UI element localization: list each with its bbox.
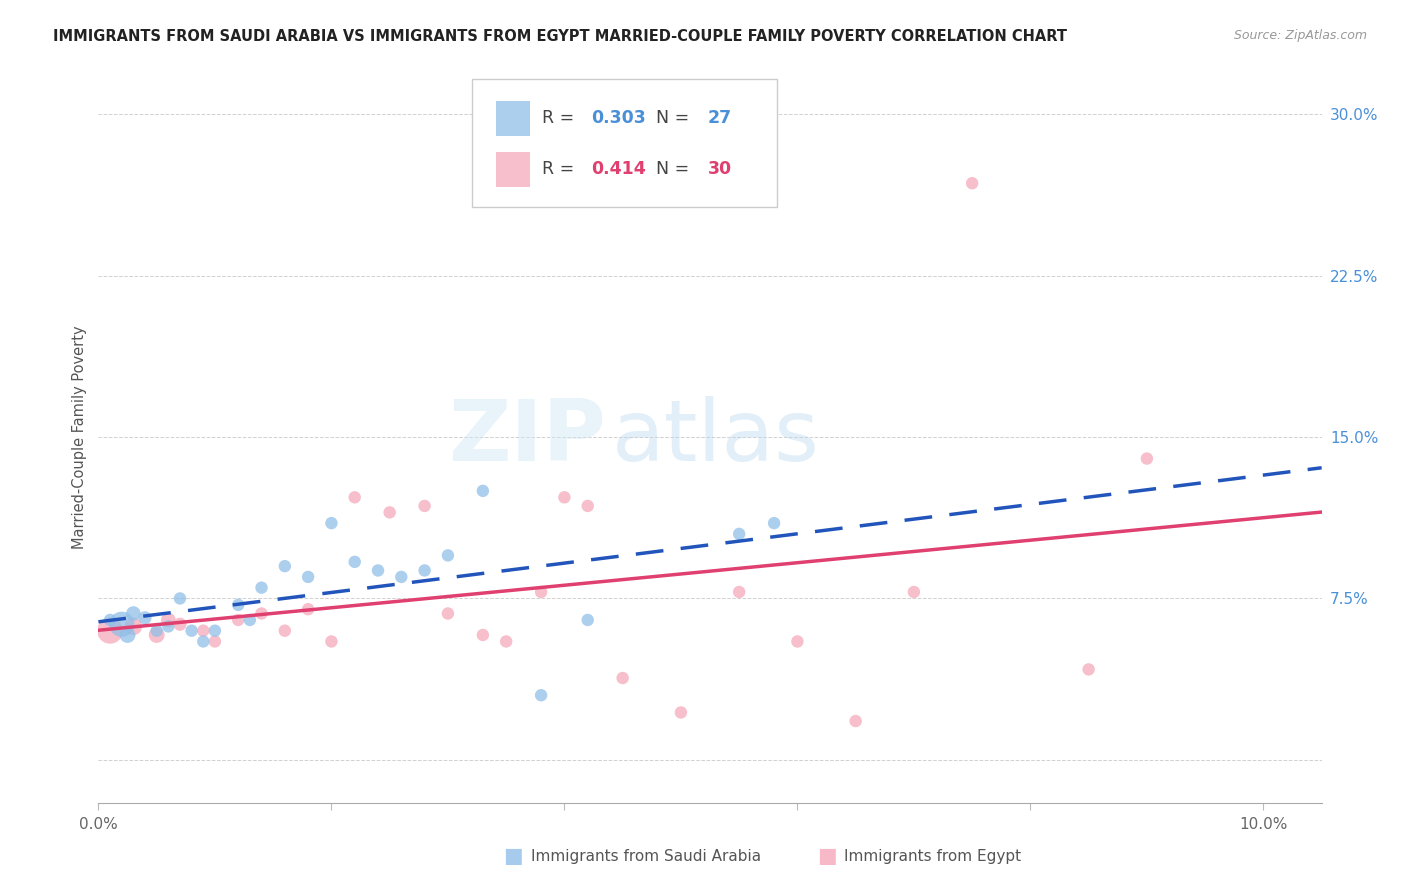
Point	[321, 634, 343, 648]
Text: ■: ■	[503, 847, 523, 866]
Point	[134, 611, 156, 625]
Point	[378, 505, 401, 519]
Point	[98, 624, 121, 638]
Point	[530, 688, 553, 702]
Point	[157, 613, 180, 627]
Point	[226, 613, 249, 627]
Point	[413, 564, 436, 578]
Point	[226, 598, 249, 612]
Point	[204, 624, 226, 638]
Point	[343, 491, 366, 505]
Text: 0.414: 0.414	[592, 161, 647, 178]
Point	[367, 564, 389, 578]
Point	[169, 591, 191, 606]
Point	[193, 634, 215, 648]
Text: 27: 27	[707, 109, 731, 128]
Point	[157, 619, 180, 633]
Point	[239, 613, 262, 627]
Point	[728, 527, 751, 541]
Text: 0.303: 0.303	[592, 109, 647, 128]
Point	[250, 607, 273, 621]
Text: ZIP: ZIP	[449, 395, 606, 479]
Y-axis label: Married-Couple Family Poverty: Married-Couple Family Poverty	[72, 326, 87, 549]
Text: N =: N =	[645, 161, 695, 178]
Point	[576, 499, 599, 513]
Point	[274, 559, 297, 574]
Text: atlas: atlas	[612, 395, 820, 479]
Point	[437, 607, 460, 621]
Text: Source: ZipAtlas.com: Source: ZipAtlas.com	[1233, 29, 1367, 42]
Point	[763, 516, 786, 530]
Point	[389, 570, 412, 584]
Point	[98, 613, 121, 627]
Point	[1077, 662, 1099, 676]
Point	[122, 607, 145, 621]
Point	[180, 624, 202, 638]
Point	[553, 491, 575, 505]
Text: R =: R =	[543, 161, 581, 178]
Point	[903, 585, 925, 599]
Point	[145, 624, 167, 638]
Text: Immigrants from Saudi Arabia: Immigrants from Saudi Arabia	[531, 849, 762, 863]
Point	[530, 585, 553, 599]
Point	[250, 581, 273, 595]
Point	[471, 628, 494, 642]
Point	[786, 634, 808, 648]
Text: 30: 30	[707, 161, 731, 178]
Text: Immigrants from Egypt: Immigrants from Egypt	[844, 849, 1021, 863]
Point	[471, 483, 494, 498]
Point	[1136, 451, 1159, 466]
Text: R =: R =	[543, 109, 581, 128]
Point	[274, 624, 297, 638]
Point	[437, 549, 460, 563]
Point	[145, 628, 167, 642]
Point	[193, 624, 215, 638]
Text: IMMIGRANTS FROM SAUDI ARABIA VS IMMIGRANTS FROM EGYPT MARRIED-COUPLE FAMILY POVE: IMMIGRANTS FROM SAUDI ARABIA VS IMMIGRAN…	[53, 29, 1067, 44]
Text: N =: N =	[645, 109, 695, 128]
Point	[297, 570, 319, 584]
Point	[960, 176, 983, 190]
Point	[612, 671, 634, 685]
Point	[321, 516, 343, 530]
Point	[728, 585, 751, 599]
Point	[111, 617, 134, 632]
Point	[343, 555, 366, 569]
Point	[169, 617, 191, 632]
Point	[669, 706, 692, 720]
Bar	[496, 101, 530, 136]
Point	[576, 613, 599, 627]
Point	[495, 634, 517, 648]
Bar	[496, 152, 530, 187]
Point	[845, 714, 868, 728]
FancyBboxPatch shape	[471, 78, 778, 207]
Point	[413, 499, 436, 513]
Text: ■: ■	[817, 847, 837, 866]
Point	[297, 602, 319, 616]
Point	[204, 634, 226, 648]
Point	[122, 619, 145, 633]
Point	[117, 628, 139, 642]
